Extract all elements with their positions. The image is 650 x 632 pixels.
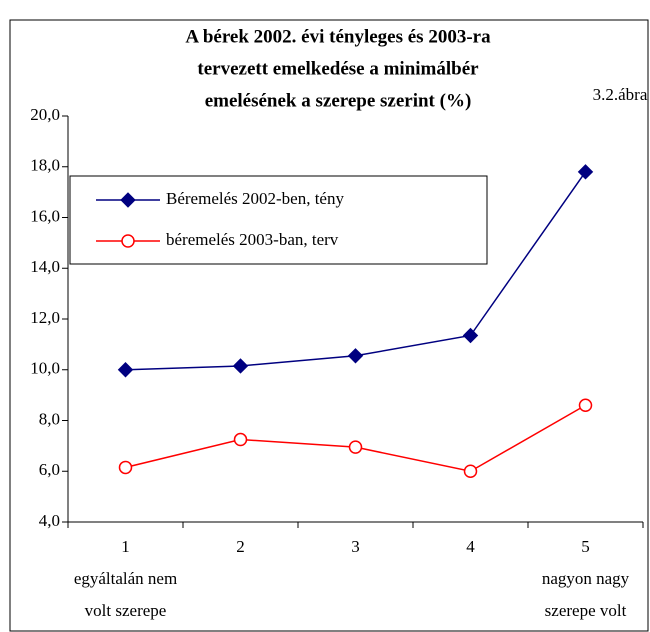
point xyxy=(578,398,593,413)
category-note: szerepe volt xyxy=(545,601,627,620)
x-tick-label: 3 xyxy=(351,537,360,556)
point xyxy=(117,362,134,378)
figure-label: 3.2.ábra xyxy=(593,85,648,104)
y-tick-label: 18,0 xyxy=(30,156,60,175)
point xyxy=(233,432,248,447)
point xyxy=(118,460,133,475)
category-note: egyáltalán nem xyxy=(74,569,177,588)
point xyxy=(121,234,135,248)
point xyxy=(347,348,364,364)
point xyxy=(120,192,136,208)
point xyxy=(577,164,594,180)
category-note: nagyon nagy xyxy=(542,569,630,588)
y-tick-label: 6,0 xyxy=(39,460,60,479)
legend-box xyxy=(69,175,488,265)
y-tick-label: 4,0 xyxy=(39,511,60,530)
y-tick-label: 10,0 xyxy=(30,359,60,378)
x-tick-label: 4 xyxy=(466,537,475,556)
frame xyxy=(9,19,649,632)
y-tick-label: 14,0 xyxy=(30,257,60,276)
chart-title: tervezett emelkedése a minimálbér xyxy=(197,58,479,79)
x-tick-label: 2 xyxy=(236,537,245,556)
y-tick-label: 20,0 xyxy=(30,105,60,124)
legend-label: béremelés 2003-ban, terv xyxy=(166,230,339,249)
point xyxy=(348,440,363,454)
point xyxy=(462,327,479,344)
category-note: volt szerepe xyxy=(85,601,167,620)
chart-title: emelésének a szerepe szerint (%) xyxy=(205,90,472,111)
x-tick-label: 1 xyxy=(121,537,130,556)
x-tick-label: 5 xyxy=(581,537,590,556)
y-tick-label: 16,0 xyxy=(30,206,60,225)
point xyxy=(463,464,478,478)
legend-label: Béremelés 2002-ben, tény xyxy=(166,189,344,208)
y-tick-label: 8,0 xyxy=(39,409,60,428)
chart-title: A bérek 2002. évi tényleges és 2003-ra xyxy=(185,26,491,47)
point xyxy=(232,358,249,374)
y-tick-label: 12,0 xyxy=(30,308,60,327)
